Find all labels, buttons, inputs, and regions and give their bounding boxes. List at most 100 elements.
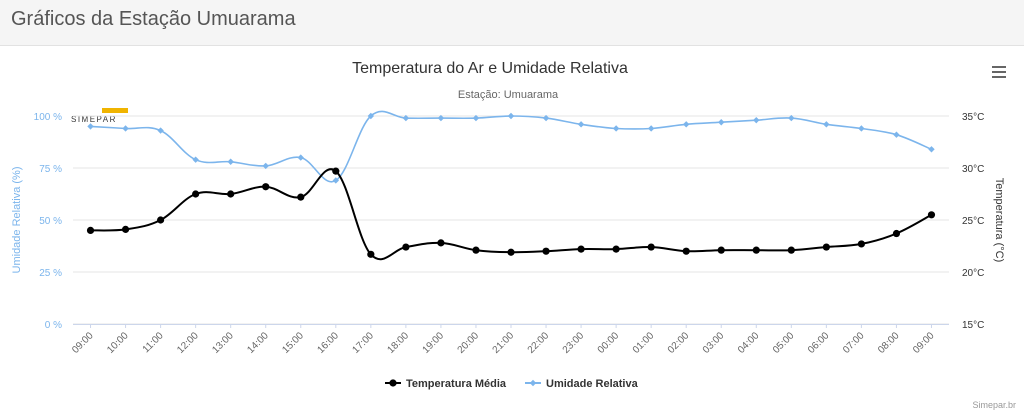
x-tick-label: 11:00 (141, 330, 166, 355)
chart: Temperatura do Ar e Umidade Relativa Est… (11, 60, 1005, 390)
humidity-point[interactable] (858, 125, 865, 132)
x-tick-label: 00:00 (596, 330, 622, 356)
series-umidade-relativa (87, 110, 935, 184)
y-right-tick-label: 35°C (962, 112, 984, 123)
temperature-point[interactable] (262, 183, 270, 191)
humidity-point[interactable] (332, 177, 339, 184)
temperature-point[interactable] (927, 211, 936, 219)
temperature-point[interactable] (857, 240, 866, 248)
temperature-point[interactable] (437, 239, 445, 247)
x-tick-label: 12:00 (175, 330, 201, 356)
humidity-point[interactable] (227, 158, 234, 165)
x-tick-label: 04:00 (736, 330, 762, 356)
temperature-line (90, 168, 932, 261)
x-tick-label: 07:00 (841, 330, 867, 356)
legend-label: Umidade Relativa (546, 378, 639, 390)
humidity-point[interactable] (612, 125, 620, 132)
temperature-point[interactable] (472, 246, 480, 254)
legend-marker (529, 379, 537, 387)
humidity-point[interactable] (437, 114, 445, 122)
y-left-tick-label: 75 % (39, 164, 62, 175)
humidity-point[interactable] (157, 127, 164, 134)
x-tick-label: 09:00 (911, 330, 937, 356)
humidity-point[interactable] (472, 114, 480, 122)
page-header: Gráficos da Estação Umuarama (0, 0, 1024, 46)
temperature-point[interactable] (86, 226, 95, 234)
temperature-point[interactable] (892, 229, 901, 238)
humidity-point[interactable] (683, 121, 690, 128)
humidity-line (90, 110, 932, 183)
series-temperatura-media (86, 167, 936, 261)
y-right-tick-label: 30°C (962, 164, 984, 175)
temperature-point[interactable] (332, 167, 340, 175)
humidity-point[interactable] (893, 131, 900, 138)
x-tick-label: 16:00 (315, 330, 341, 356)
temperature-point[interactable] (682, 247, 690, 255)
y-right-tick-label: 25°C (962, 216, 984, 227)
temperature-point[interactable] (192, 190, 200, 198)
humidity-point[interactable] (367, 112, 375, 120)
humidity-point[interactable] (788, 114, 795, 122)
temperature-point[interactable] (612, 245, 620, 253)
humidity-point[interactable] (402, 114, 410, 122)
x-tick-label: 17:00 (350, 330, 376, 356)
temperature-point[interactable] (402, 243, 410, 251)
x-tick-label: 09:00 (70, 330, 96, 356)
temperature-point[interactable] (822, 243, 830, 251)
y-right-tick-label: 20°C (962, 268, 984, 279)
humidity-point[interactable] (87, 123, 94, 130)
humidity-point[interactable] (507, 112, 515, 120)
temperature-point[interactable] (752, 246, 760, 254)
humidity-point[interactable] (753, 116, 760, 124)
temperature-point[interactable] (367, 250, 375, 258)
chart-credits[interactable]: Simepar.br (972, 400, 1016, 410)
humidity-point[interactable] (823, 121, 830, 128)
humidity-point[interactable] (192, 156, 199, 163)
temperature-point[interactable] (157, 216, 165, 224)
x-tick-label: 23:00 (561, 330, 587, 356)
temperature-point[interactable] (717, 246, 725, 254)
temperature-point[interactable] (542, 247, 550, 255)
humidity-point[interactable] (297, 154, 304, 161)
legend-item-umidade[interactable]: Umidade Relativa (525, 378, 639, 390)
y-right-tick-label: 15°C (962, 320, 984, 331)
x-tick-label: 03:00 (701, 330, 727, 356)
x-tick-label: 19:00 (421, 330, 447, 356)
x-tick-label: 10:00 (105, 330, 131, 356)
temperature-point[interactable] (297, 193, 305, 201)
simepar-logo-text: SIMEPAR (71, 115, 117, 124)
x-tick-label: 06:00 (806, 330, 832, 356)
temperature-point[interactable] (121, 225, 130, 233)
temperature-point[interactable] (647, 243, 655, 251)
y-left-tick-label: 50 % (39, 216, 62, 227)
temperature-point[interactable] (227, 190, 235, 198)
legend-label: Temperatura Média (406, 378, 507, 390)
y-axis-left-label: Umidade Relativa (%) (11, 167, 23, 274)
y-axis-right-label: Temperatura (°C) (993, 178, 1005, 262)
humidity-point[interactable] (577, 121, 585, 128)
x-tick-label: 13:00 (210, 330, 236, 356)
hamburger-menu-icon[interactable] (992, 66, 1006, 78)
humidity-point[interactable] (122, 125, 129, 132)
humidity-point[interactable] (928, 146, 935, 153)
x-tick-label: 15:00 (280, 330, 306, 356)
temperature-point[interactable] (577, 245, 585, 253)
x-tick-label: 08:00 (876, 330, 902, 356)
humidity-point[interactable] (718, 119, 725, 126)
x-tick-label: 18:00 (386, 330, 412, 356)
y-left-tick-label: 0 % (45, 320, 62, 331)
simepar-logo: SIMEPAR (71, 108, 128, 124)
y-left-tick-label: 25 % (39, 268, 62, 279)
temperature-point[interactable] (507, 248, 515, 256)
x-tick-label: 22:00 (526, 330, 552, 356)
humidity-point[interactable] (262, 162, 269, 170)
legend-marker (389, 379, 397, 387)
x-tick-label: 02:00 (666, 330, 692, 356)
legend-item-temperatura[interactable]: Temperatura Média (385, 378, 507, 390)
humidity-point[interactable] (647, 125, 655, 132)
humidity-point[interactable] (542, 114, 550, 122)
temperature-point[interactable] (787, 246, 795, 254)
x-tick-label: 05:00 (771, 330, 797, 356)
chart-subtitle: Estação: Umuarama (458, 89, 559, 101)
y-left-tick-label: 100 % (34, 112, 62, 123)
